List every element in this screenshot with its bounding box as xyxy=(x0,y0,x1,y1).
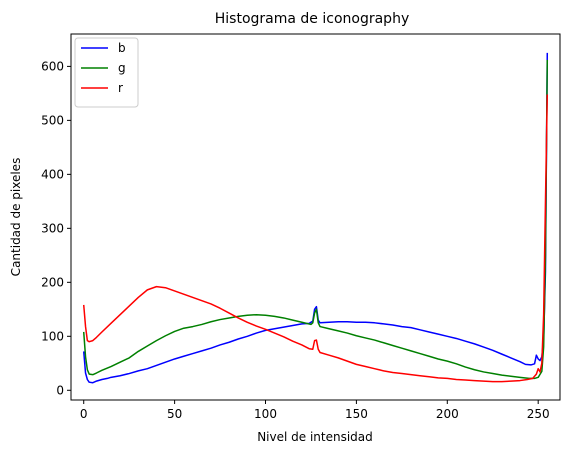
x-tick-label: 200 xyxy=(436,407,459,421)
y-tick-label: 500 xyxy=(41,113,64,127)
x-tick-label: 0 xyxy=(80,407,88,421)
series-line-g xyxy=(82,59,549,380)
series-line-r xyxy=(82,94,549,383)
y-tick-label: 100 xyxy=(41,329,64,343)
y-tick-label: 0 xyxy=(56,383,64,397)
ticks-layer: 0 50 100 150 200 250 0 100 200 300 400 500 600 xyxy=(41,59,550,421)
x-tick-label: 100 xyxy=(254,407,277,421)
legend-label-b: b xyxy=(118,41,126,55)
chart-title: Histograma de iconography xyxy=(215,11,409,27)
y-tick-label: 400 xyxy=(41,167,64,181)
y-tick-label: 300 xyxy=(41,221,64,235)
y-tick-label: 600 xyxy=(41,59,64,73)
x-axis-label: Nivel de intensidad xyxy=(257,430,373,444)
y-tick-label: 200 xyxy=(41,275,64,289)
legend-label-g: g xyxy=(118,61,126,75)
x-tick-label: 250 xyxy=(527,407,550,421)
legend-box xyxy=(74,37,139,108)
series-layer xyxy=(82,52,549,384)
x-tick-label: 150 xyxy=(345,407,368,421)
plot-frame xyxy=(70,33,561,401)
legend-label-r: r xyxy=(118,81,123,95)
legend: bgr xyxy=(74,37,139,108)
y-axis-label: Cantidad de pixeles xyxy=(9,158,23,277)
x-tick-label: 50 xyxy=(167,407,182,421)
